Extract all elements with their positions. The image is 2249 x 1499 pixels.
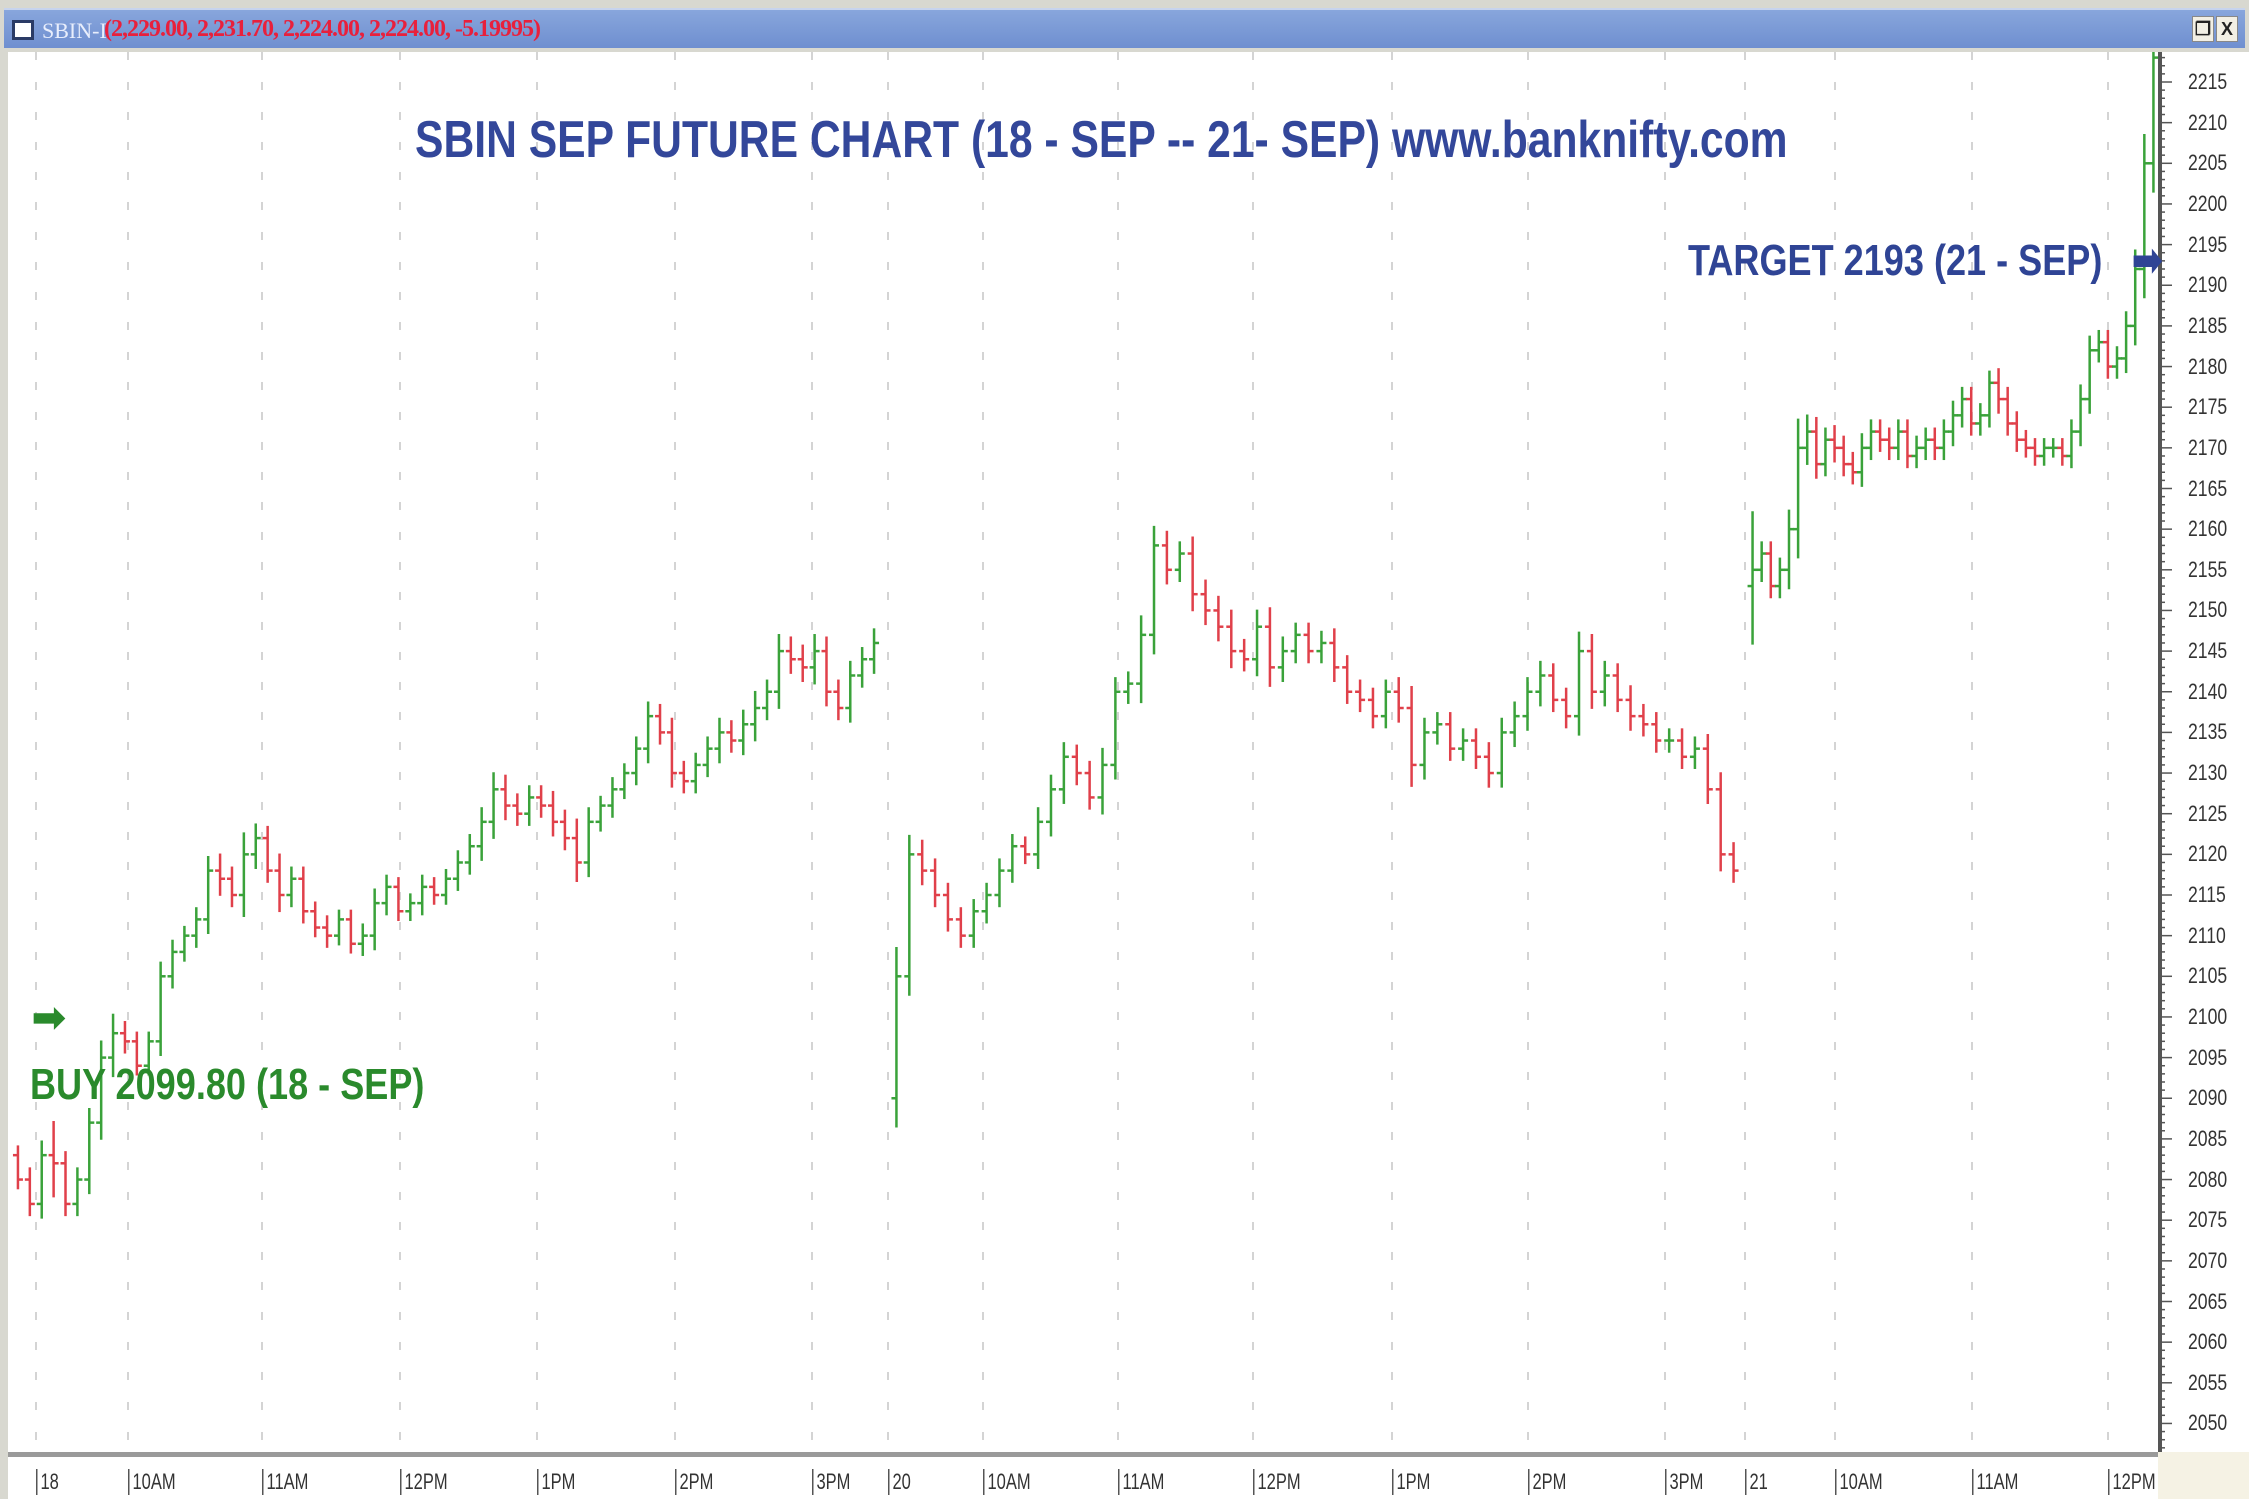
chart-title: SBIN SEP FUTURE CHART (18 - SEP -- 21- S… xyxy=(415,111,1788,169)
y-tick-label: 2070 xyxy=(2188,1247,2228,1273)
x-tick-label: 10AM xyxy=(128,1469,176,1495)
y-tick-label: 2160 xyxy=(2188,516,2228,542)
price-plot-area[interactable] xyxy=(8,52,2158,1452)
axis-corner xyxy=(2158,1452,2249,1499)
y-tick-label: 2185 xyxy=(2188,312,2228,338)
right-arrow-icon: ➡ xyxy=(32,996,66,1040)
x-tick-label: 18 xyxy=(36,1469,59,1495)
x-tick-label: 12PM xyxy=(2108,1469,2156,1495)
x-tick-label: 21 xyxy=(1745,1469,1768,1495)
y-tick-label: 2075 xyxy=(2188,1207,2228,1233)
symbol-label: SBIN-I xyxy=(42,18,107,43)
restore-button[interactable]: ❐ xyxy=(2192,16,2214,42)
x-tick-label: 12PM xyxy=(1253,1469,1301,1495)
y-tick-label: 2205 xyxy=(2188,150,2228,176)
y-tick-label: 2180 xyxy=(2188,353,2228,379)
y-tick-label: 2140 xyxy=(2188,678,2228,704)
x-tick-label: 1PM xyxy=(537,1469,575,1495)
time-axis[interactable]: 18 10AM 11AM 12PM 1PM 2PM 3PM 20 10AM 11AM 12PM 1PM… xyxy=(8,1452,2158,1499)
y-tick-label: 2065 xyxy=(2188,1288,2228,1314)
x-tick-label: 3PM xyxy=(812,1469,850,1495)
y-tick-label: 2115 xyxy=(2188,882,2226,907)
y-tick-label: 2190 xyxy=(2188,272,2228,298)
x-tick-label: 10AM xyxy=(1835,1469,1883,1495)
x-tick-label: 11AM xyxy=(1972,1469,2018,1495)
x-tick-label: 11AM xyxy=(262,1469,308,1495)
y-tick-label: 2130 xyxy=(2188,760,2228,786)
y-tick-label: 2085 xyxy=(2188,1125,2228,1151)
y-tick-label: 2100 xyxy=(2188,1003,2228,1029)
price-axis[interactable]: 2215 2210 2205 2200 2195 2190 2185 2180 2175 2170… xyxy=(2158,52,2249,1452)
y-tick-label: 2195 xyxy=(2188,231,2228,257)
y-tick-label: 2055 xyxy=(2188,1369,2228,1395)
y-tick-label: 2210 xyxy=(2188,109,2228,135)
x-tick-label: 2PM xyxy=(675,1469,713,1495)
window-titlebar[interactable]: SBIN-I (2,229.00, 2,231.70, 2,224.00, 2,… xyxy=(4,8,2245,48)
x-tick-label: 3PM xyxy=(1665,1469,1703,1495)
y-tick-label: 2145 xyxy=(2188,638,2228,664)
target-annotation: TARGET 2193 (21 - SEP) ➡ xyxy=(1688,235,2162,286)
y-tick-label: 2095 xyxy=(2188,1044,2228,1070)
x-tick-label: 11AM xyxy=(1118,1469,1164,1495)
right-arrow-icon: ➡ xyxy=(2132,236,2163,285)
target-label: TARGET 2193 (21 - SEP) xyxy=(1688,236,2103,285)
window-icon xyxy=(12,20,34,40)
y-tick-label: 2200 xyxy=(2188,190,2228,216)
buy-annotation: BUY 2099.80 (18 - SEP) xyxy=(30,1060,425,1109)
y-tick-label: 2150 xyxy=(2188,597,2228,623)
y-tick-label: 2110 xyxy=(2188,922,2226,948)
y-tick-label: 2175 xyxy=(2188,394,2228,420)
close-button[interactable]: X xyxy=(2216,16,2238,42)
x-tick-label: 10AM xyxy=(983,1469,1031,1495)
y-tick-label: 2050 xyxy=(2188,1410,2228,1436)
x-tick-label: 12PM xyxy=(400,1469,448,1495)
y-tick-label: 2170 xyxy=(2188,434,2228,460)
y-tick-label: 2105 xyxy=(2188,963,2228,989)
y-tick-label: 2215 xyxy=(2188,69,2228,94)
y-tick-label: 2080 xyxy=(2188,1166,2228,1192)
x-tick-label: 1PM xyxy=(1392,1469,1430,1495)
ohlc-readout: (2,229.00, 2,231.70, 2,224.00, 2,224.00,… xyxy=(104,16,541,42)
y-tick-label: 2165 xyxy=(2188,475,2228,501)
y-tick-label: 2120 xyxy=(2188,841,2228,867)
x-tick-label: 2PM xyxy=(1528,1469,1566,1495)
ohlc-bars xyxy=(12,52,2158,1452)
y-tick-label: 2155 xyxy=(2188,556,2228,582)
y-tick-label: 2060 xyxy=(2188,1329,2228,1355)
y-tick-label: 2135 xyxy=(2188,719,2228,745)
y-tick-label: 2090 xyxy=(2188,1085,2228,1111)
y-tick-label: 2125 xyxy=(2188,800,2228,826)
x-tick-label: 20 xyxy=(888,1469,911,1495)
